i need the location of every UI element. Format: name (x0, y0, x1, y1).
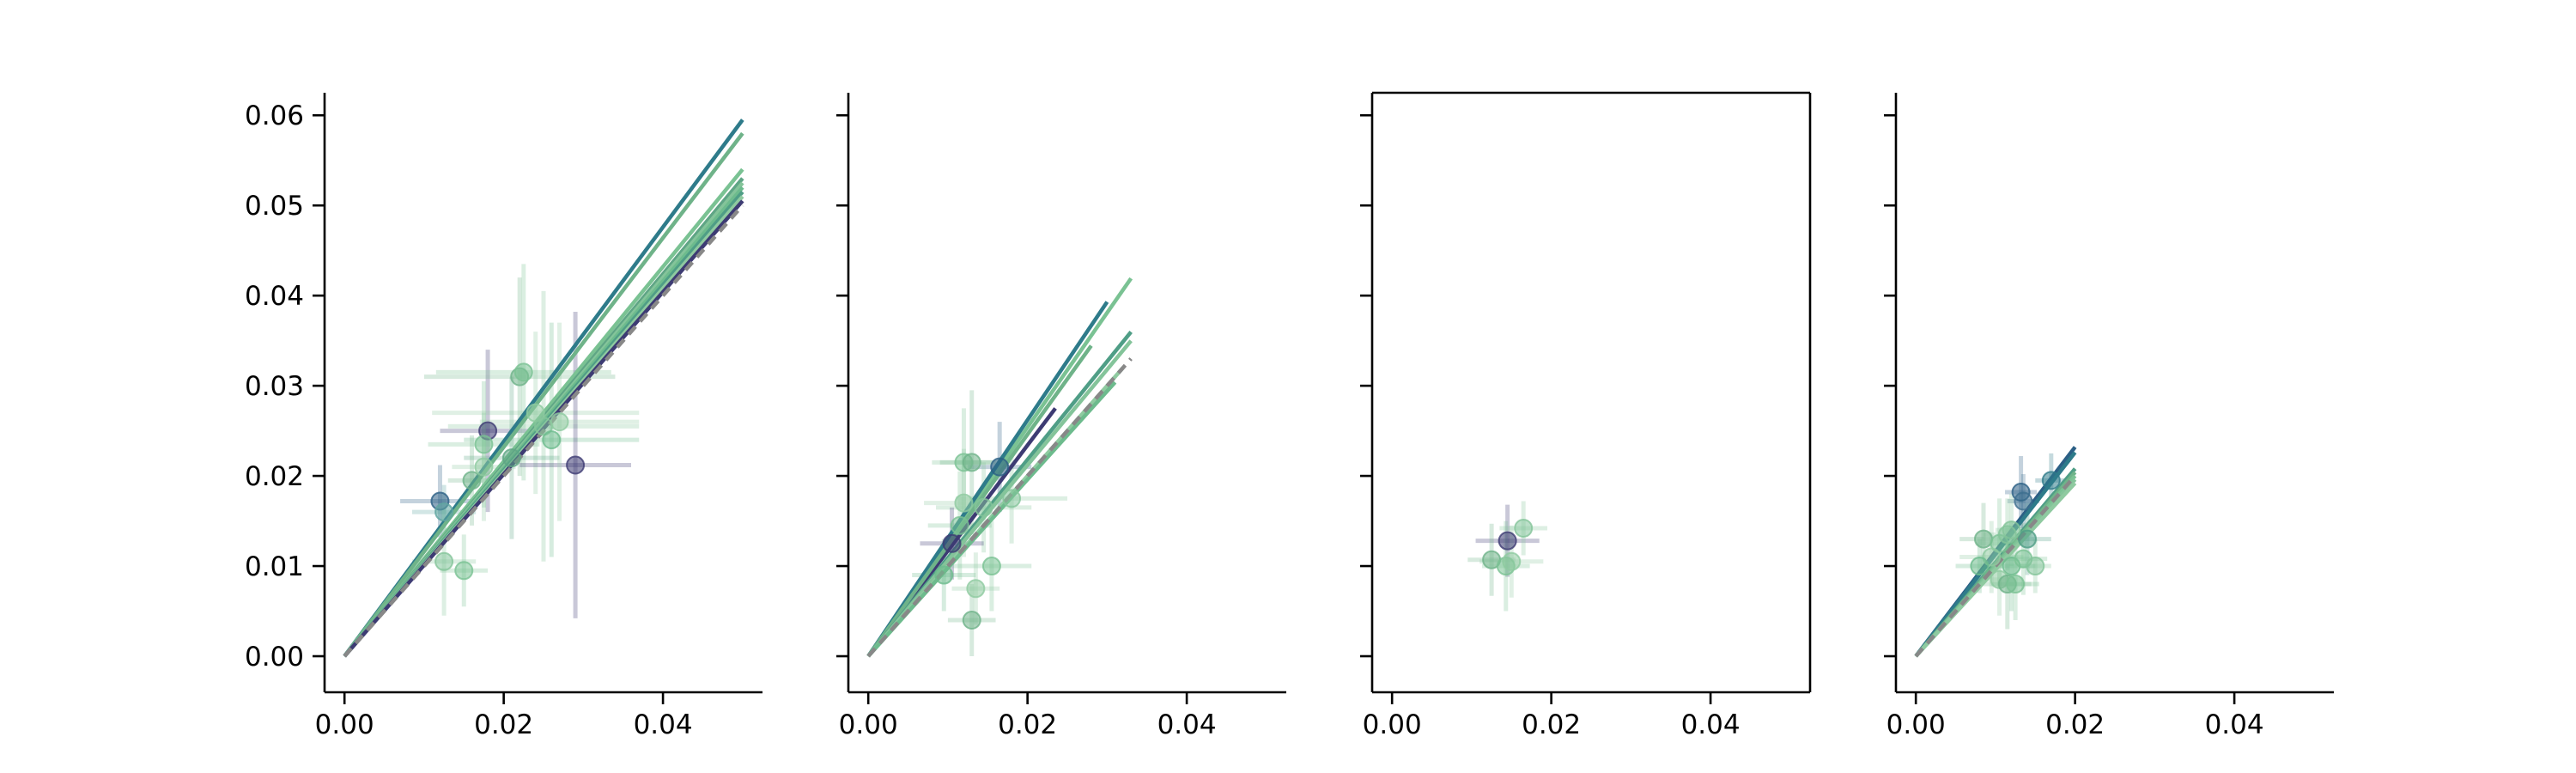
data-point-12 (550, 412, 569, 432)
data-point-16 (2002, 520, 2021, 540)
x-tick-label-2: 0.02 (474, 709, 533, 740)
y-tick-label-1: 0.00 (245, 642, 304, 673)
x-tick-label-3: 0.04 (1681, 709, 1741, 740)
data-point-15 (2018, 529, 2037, 549)
data-point-10 (962, 611, 981, 630)
panel-4: 0.00 0.02 0.04 (1884, 93, 2334, 740)
data-point-3 (2041, 471, 2061, 490)
y-tick-label-4: 0.03 (245, 371, 304, 402)
panel-2: 0.00 0.02 0.04 (836, 93, 1286, 740)
data-point-13 (434, 551, 454, 571)
data-point-15 (462, 471, 482, 490)
data-point-6 (942, 533, 962, 553)
fit-line-2 (343, 131, 744, 658)
data-point-14 (1970, 557, 1990, 576)
data-point-13 (2006, 575, 2026, 594)
x-tick-label-3: 0.04 (1157, 709, 1217, 740)
fit-line-6 (866, 339, 1133, 658)
data-point-11 (1002, 489, 1022, 508)
data-point-6 (513, 362, 533, 382)
data-point-7 (934, 565, 954, 585)
data-point-1 (1498, 531, 1517, 551)
data-point-16 (474, 457, 494, 477)
data-point-4 (474, 435, 494, 454)
data-point-2 (434, 502, 454, 522)
x-tick-label-1: 0.00 (1363, 709, 1422, 740)
data-point-9 (542, 430, 562, 450)
y-tick-label-6: 0.05 (245, 191, 304, 222)
data-point-4 (1974, 529, 1993, 549)
panel-3: 0.00 0.02 0.04 (1360, 91, 1812, 740)
data-point-11 (566, 455, 586, 475)
panel-1: 0.00 0.02 0.04 0.00 0.01 0.02 0.03 0.04 0.05 0.06 (245, 93, 762, 740)
x-tick-label-1: 0.00 (839, 709, 898, 740)
identity-line (1914, 474, 2077, 658)
x-tick-label-1: 0.00 (315, 709, 374, 740)
x-tick-label-2: 0.02 (998, 709, 1057, 740)
x-tick-label-2: 0.02 (2045, 709, 2105, 740)
data-point-12 (950, 515, 969, 535)
x-tick-label-2: 0.02 (1522, 709, 1581, 740)
fit-line-2 (866, 301, 1109, 658)
data-point-10 (2026, 557, 2045, 576)
y-tick-label-5: 0.04 (245, 281, 304, 312)
data-point-3 (990, 457, 1010, 477)
data-point-10 (501, 448, 521, 468)
data-point-8 (981, 557, 1001, 576)
data-point-2 (2014, 491, 2033, 511)
x-tick-label-3: 0.04 (2205, 709, 2264, 740)
data-point-9 (966, 579, 986, 599)
x-tick-label-1: 0.00 (1886, 709, 1946, 740)
data-point-2 (1514, 518, 1534, 538)
y-tick-label-7: 0.06 (245, 100, 304, 131)
data-point-14 (454, 561, 474, 581)
data-point-2 (962, 453, 981, 472)
data-point-5 (974, 497, 993, 517)
x-tick-label-3: 0.04 (634, 709, 693, 740)
data-point-4 (954, 493, 974, 513)
y-tick-label-2: 0.01 (245, 551, 304, 582)
data-point-5 (1502, 551, 1522, 571)
y-tick-label-3: 0.02 (245, 461, 304, 492)
identity-line (866, 357, 1133, 658)
